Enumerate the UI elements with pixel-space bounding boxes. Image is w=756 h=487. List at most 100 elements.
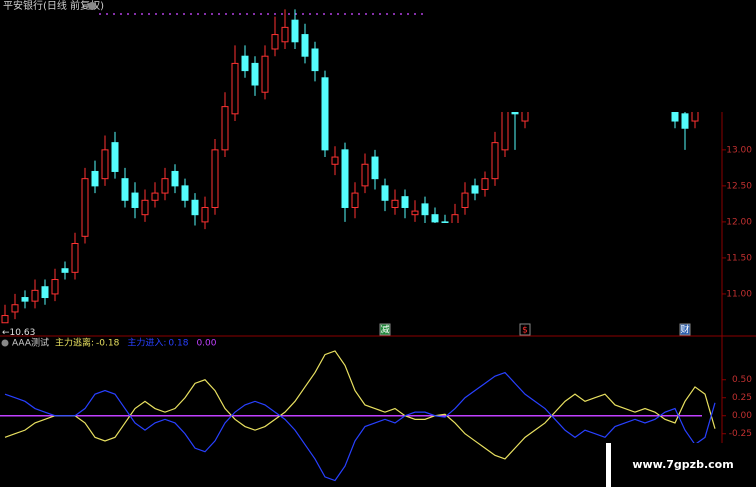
- decor-dot: [141, 13, 143, 15]
- candle-body: [31, 289, 39, 302]
- candle-body: [61, 268, 69, 273]
- decor-dot: [267, 13, 269, 15]
- title-icon: [88, 2, 96, 10]
- y-tick-label: 13.00: [726, 145, 752, 155]
- event-label: 财: [680, 324, 689, 336]
- decor-dot: [379, 13, 381, 15]
- decor-dot: [274, 13, 276, 15]
- decor-dot: [337, 13, 339, 15]
- candle-body: [141, 199, 149, 216]
- y-tick-label: 0.25: [732, 393, 752, 403]
- decor-dot: [148, 13, 150, 15]
- candle-body: [71, 243, 79, 273]
- decor-dot: [288, 13, 290, 15]
- candle-body: [681, 113, 689, 129]
- decor-dot: [302, 13, 304, 15]
- decor-dot: [99, 13, 101, 15]
- mask: [428, 0, 756, 112]
- candle-body: [41, 286, 49, 299]
- decor-dot: [204, 13, 206, 15]
- decor-dot: [330, 13, 332, 15]
- decor-dot: [225, 13, 227, 15]
- candle-body: [401, 196, 409, 208]
- candle-body: [411, 210, 419, 216]
- decor-dot: [260, 13, 262, 15]
- candle-body: [161, 178, 169, 194]
- legend-level: 0.00: [196, 339, 216, 349]
- candle-body: [21, 297, 29, 302]
- candle-body: [51, 279, 59, 295]
- candle-body: [111, 142, 119, 172]
- indicator-line: [4, 350, 716, 460]
- candle-body: [351, 192, 359, 208]
- low-label: ←10.63: [2, 328, 35, 338]
- decor-dot: [386, 13, 388, 15]
- y-tick-label: 0.00: [732, 411, 752, 421]
- overlays: www.7gpzb.com: [234, 0, 756, 487]
- candle-body: [91, 170, 99, 187]
- candle-body: [121, 178, 129, 201]
- candle-body: [421, 203, 429, 216]
- event-label: $: [522, 326, 528, 336]
- mask: [234, 223, 521, 263]
- decor-dot: [351, 13, 353, 15]
- decor-dot: [197, 13, 199, 15]
- candle-body: [151, 192, 159, 201]
- indicator-title: AAA测试: [12, 337, 49, 349]
- legend-separator: :: [163, 339, 166, 349]
- decor-dot: [155, 13, 157, 15]
- logo-strip: [606, 443, 611, 487]
- candle-body: [171, 170, 179, 187]
- y-tick-label: -0.25: [729, 429, 752, 439]
- candle-body: [471, 185, 479, 194]
- event-marker: [679, 323, 691, 336]
- legend: AAA测试 主力逃离: -0.18 主力进入:0.18 0.00: [1, 337, 217, 349]
- candle-body: [381, 185, 389, 201]
- candle-body: [461, 192, 469, 208]
- candle-body: [1, 315, 9, 324]
- legend-separator: :: [91, 339, 94, 349]
- decor-dot: [134, 13, 136, 15]
- decor-dot: [365, 13, 367, 15]
- candle-body: [481, 178, 489, 190]
- decor-dot: [344, 13, 346, 15]
- decor-dot: [239, 13, 241, 15]
- decor-dot: [414, 13, 416, 15]
- legend-value: 0.18: [168, 339, 188, 349]
- decor-dot: [211, 13, 213, 15]
- candle-body: [101, 149, 109, 180]
- decor-dot: [176, 13, 178, 15]
- y-tick-label: 12.50: [726, 181, 752, 191]
- legend-name: 主力逃离: [55, 337, 91, 349]
- candle-body: [331, 156, 339, 165]
- decor-dot: [358, 13, 360, 15]
- decor-dot: [232, 13, 234, 15]
- event-label: 减: [380, 324, 389, 336]
- y-tick-label: 12.00: [726, 217, 752, 227]
- candle-body: [311, 48, 319, 72]
- candle-body: [391, 199, 399, 208]
- decor-dot: [183, 13, 185, 15]
- candle-body: [191, 199, 199, 216]
- candle-body: [11, 304, 19, 313]
- candle-body: [371, 156, 379, 180]
- candle-body: [281, 26, 289, 43]
- decor-dot: [400, 13, 402, 15]
- decor-dot: [421, 13, 423, 15]
- decor-dot: [281, 13, 283, 15]
- decor-dot: [162, 13, 164, 15]
- candle-body: [431, 214, 439, 223]
- logo-box: [606, 443, 756, 487]
- decor-dot: [323, 13, 325, 15]
- candle-body: [341, 149, 349, 208]
- candle-body: [361, 163, 369, 187]
- candle-body: [261, 55, 269, 93]
- watermark: www.7gpzb.com: [632, 458, 733, 471]
- candle-body: [181, 185, 189, 201]
- candle-body: [81, 178, 89, 237]
- decor-dot: [393, 13, 395, 15]
- candle-body: [321, 77, 329, 151]
- decor-dot: [246, 13, 248, 15]
